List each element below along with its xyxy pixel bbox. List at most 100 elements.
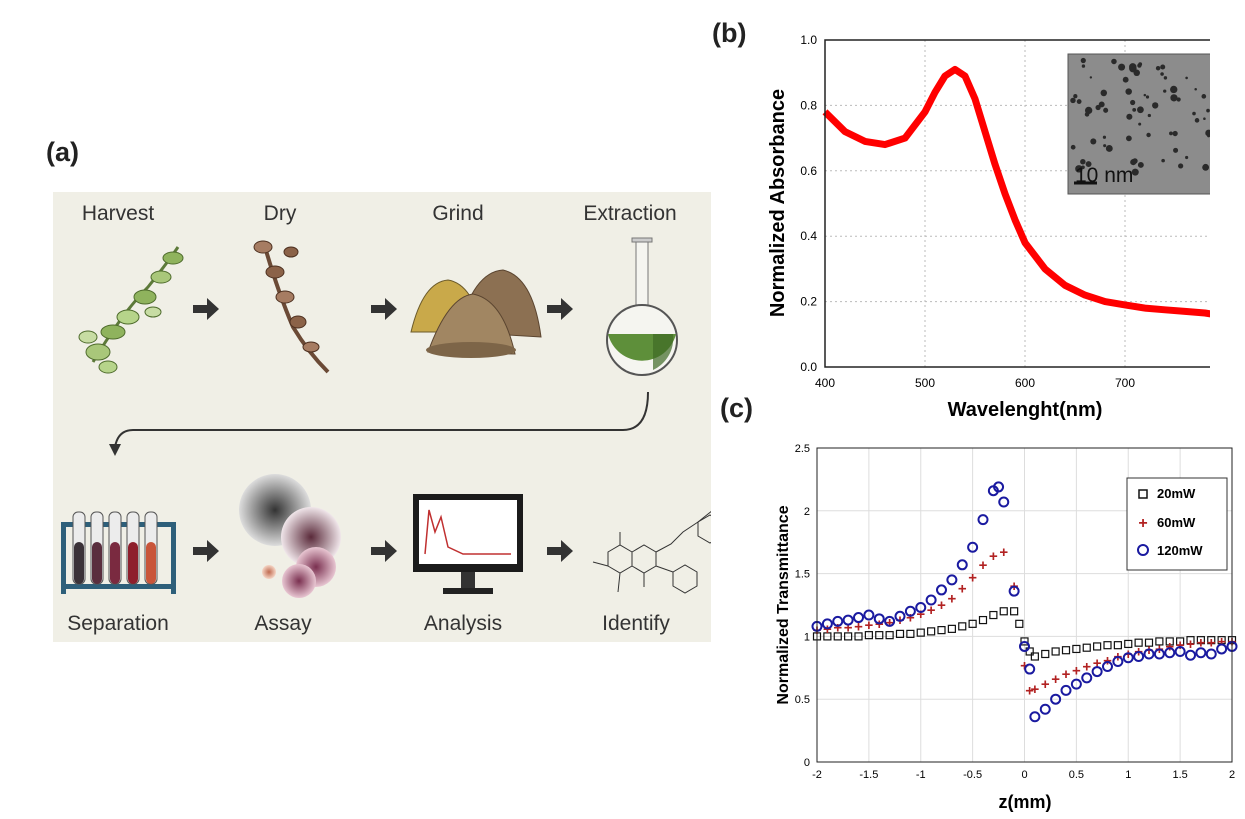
legend-marker-120mw (1137, 544, 1149, 556)
x-tick-label: -2 (812, 769, 822, 781)
x-tick-label: -0.5 (963, 769, 982, 781)
x-tick-label: -1.5 (859, 769, 878, 781)
y-tick-label: 0.0 (800, 360, 817, 374)
data-point-60mw: + (1093, 655, 1102, 672)
data-point-60mw: + (937, 597, 946, 614)
data-point-120mw (832, 615, 844, 627)
data-point-20mw (978, 615, 988, 625)
plot-frame (824, 39, 1210, 368)
data-point-120mw (1050, 693, 1062, 705)
data-point-120mw (1029, 711, 1041, 723)
data-point-120mw (1112, 656, 1124, 668)
data-point-20mw (968, 619, 977, 628)
data-point-20mw (1134, 638, 1143, 647)
plot-frame (816, 447, 1233, 763)
data-point-60mw: + (823, 621, 832, 638)
data-point-60mw: + (989, 548, 998, 565)
data-point-20mw (895, 629, 905, 638)
data-point-120mw (1081, 672, 1093, 684)
data-point-60mw: + (947, 591, 956, 608)
series-line-absorbance (822, 65, 1210, 318)
data-point-20mw (1176, 637, 1185, 646)
data-point-60mw: + (979, 557, 988, 574)
data-point-20mw (1051, 647, 1060, 656)
x-tick-label: 0 (1021, 769, 1027, 781)
data-point-60mw: + (875, 616, 884, 633)
connector-arrow-icon (114, 391, 649, 448)
y-tick-label: 0.6 (800, 164, 817, 178)
data-point-20mw (854, 632, 863, 641)
data-point-60mw: + (1025, 682, 1034, 699)
data-point-120mw (894, 610, 906, 622)
data-point-20mw (906, 629, 915, 638)
data-point-20mw (885, 631, 894, 640)
inset-tem-image: 10 nm (1067, 53, 1210, 195)
data-point-20mw (927, 627, 936, 636)
monitor-icon (413, 494, 523, 594)
data-point-20mw (916, 628, 925, 637)
data-point-60mw: + (1072, 662, 1081, 679)
legend: 20mW + 60mW 120mW (1126, 477, 1228, 571)
data-point-60mw: + (1103, 652, 1112, 669)
legend-label-60mw: 60mW (1157, 515, 1196, 530)
data-point-120mw (1008, 585, 1020, 597)
data-point-20mw (958, 622, 967, 631)
data-point-60mw: + (1196, 635, 1205, 652)
x-tick-label: 500 (915, 376, 935, 390)
x-tick-label: 1 (1125, 769, 1131, 781)
x-tick-label: -1 (916, 769, 926, 781)
data-point-20mw (844, 632, 853, 641)
data-point-120mw (1133, 650, 1145, 662)
data-point-60mw: + (1124, 646, 1133, 663)
data-point-120mw (1164, 647, 1176, 659)
step-label-harvest: Harvest (81, 202, 155, 225)
workflow-art (61, 237, 711, 598)
data-point-20mw (1082, 643, 1091, 652)
assay-spheres-icon (239, 474, 341, 598)
legend-marker-60mw: + (1138, 515, 1147, 532)
x-axis-label: z(mm) (999, 792, 1052, 812)
data-point-120mw (1185, 649, 1196, 661)
data-point-20mw (1186, 636, 1195, 645)
legend-label-20mw: 20mW (1157, 486, 1196, 501)
data-point-120mw (956, 559, 968, 571)
data-point-20mw (1144, 638, 1154, 647)
data-point-120mw (946, 574, 958, 586)
data-point-20mw (1010, 607, 1019, 616)
y-axis-label: Normalized Transmittance (775, 505, 792, 704)
arrow-icon (193, 298, 573, 320)
panel-label-b: (b) (712, 18, 747, 48)
data-point-120mw (1143, 648, 1155, 660)
data-point-60mw: + (1145, 642, 1154, 659)
x-tick-label: 2 (1229, 769, 1235, 781)
panel-label-c: (c) (720, 393, 753, 423)
data-point-60mw: + (1041, 676, 1050, 693)
transmittance-chart: + + + + + + + + + + + + + +++++ +++++ + + + + + + + + + + + + + + + + +… (775, 443, 1238, 812)
data-point-120mw (1205, 648, 1217, 660)
data-point-20mw (1103, 641, 1112, 650)
data-point-20mw (1207, 636, 1216, 645)
data-point-120mw (821, 618, 833, 630)
data-point-120mw (1102, 661, 1113, 673)
x-tick-label: 600 (1015, 376, 1035, 390)
x-axis-label: Wavelenght(nm) (948, 399, 1103, 420)
step-label-analysis: Analysis (423, 612, 503, 635)
step-label-separation: Separation (67, 612, 169, 635)
dry-plant-icon (253, 240, 330, 374)
data-point-20mw (1113, 641, 1122, 650)
step-label-assay: Assay (254, 612, 312, 635)
data-point-20mw (1196, 636, 1205, 645)
inset-scale-label: 10 nm (1075, 164, 1133, 187)
y-tick-label: 0.4 (800, 229, 817, 243)
data-point-60mw: + (1186, 636, 1195, 653)
data-point-20mw (1030, 652, 1039, 661)
data-point-120mw (853, 612, 864, 624)
y-tick-label: 0.8 (800, 98, 817, 112)
data-point-60mw: + (1051, 671, 1060, 688)
harvest-plant-icon (78, 246, 184, 374)
data-point-120mw (1070, 678, 1082, 690)
absorbance-chart: 10 nm 4005006007008000.00.20.40.60.81.0 … (767, 33, 1210, 420)
step-label-grind: Grind (432, 202, 484, 225)
data-point-120mw (1195, 647, 1207, 659)
data-point-60mw: + (885, 615, 894, 632)
